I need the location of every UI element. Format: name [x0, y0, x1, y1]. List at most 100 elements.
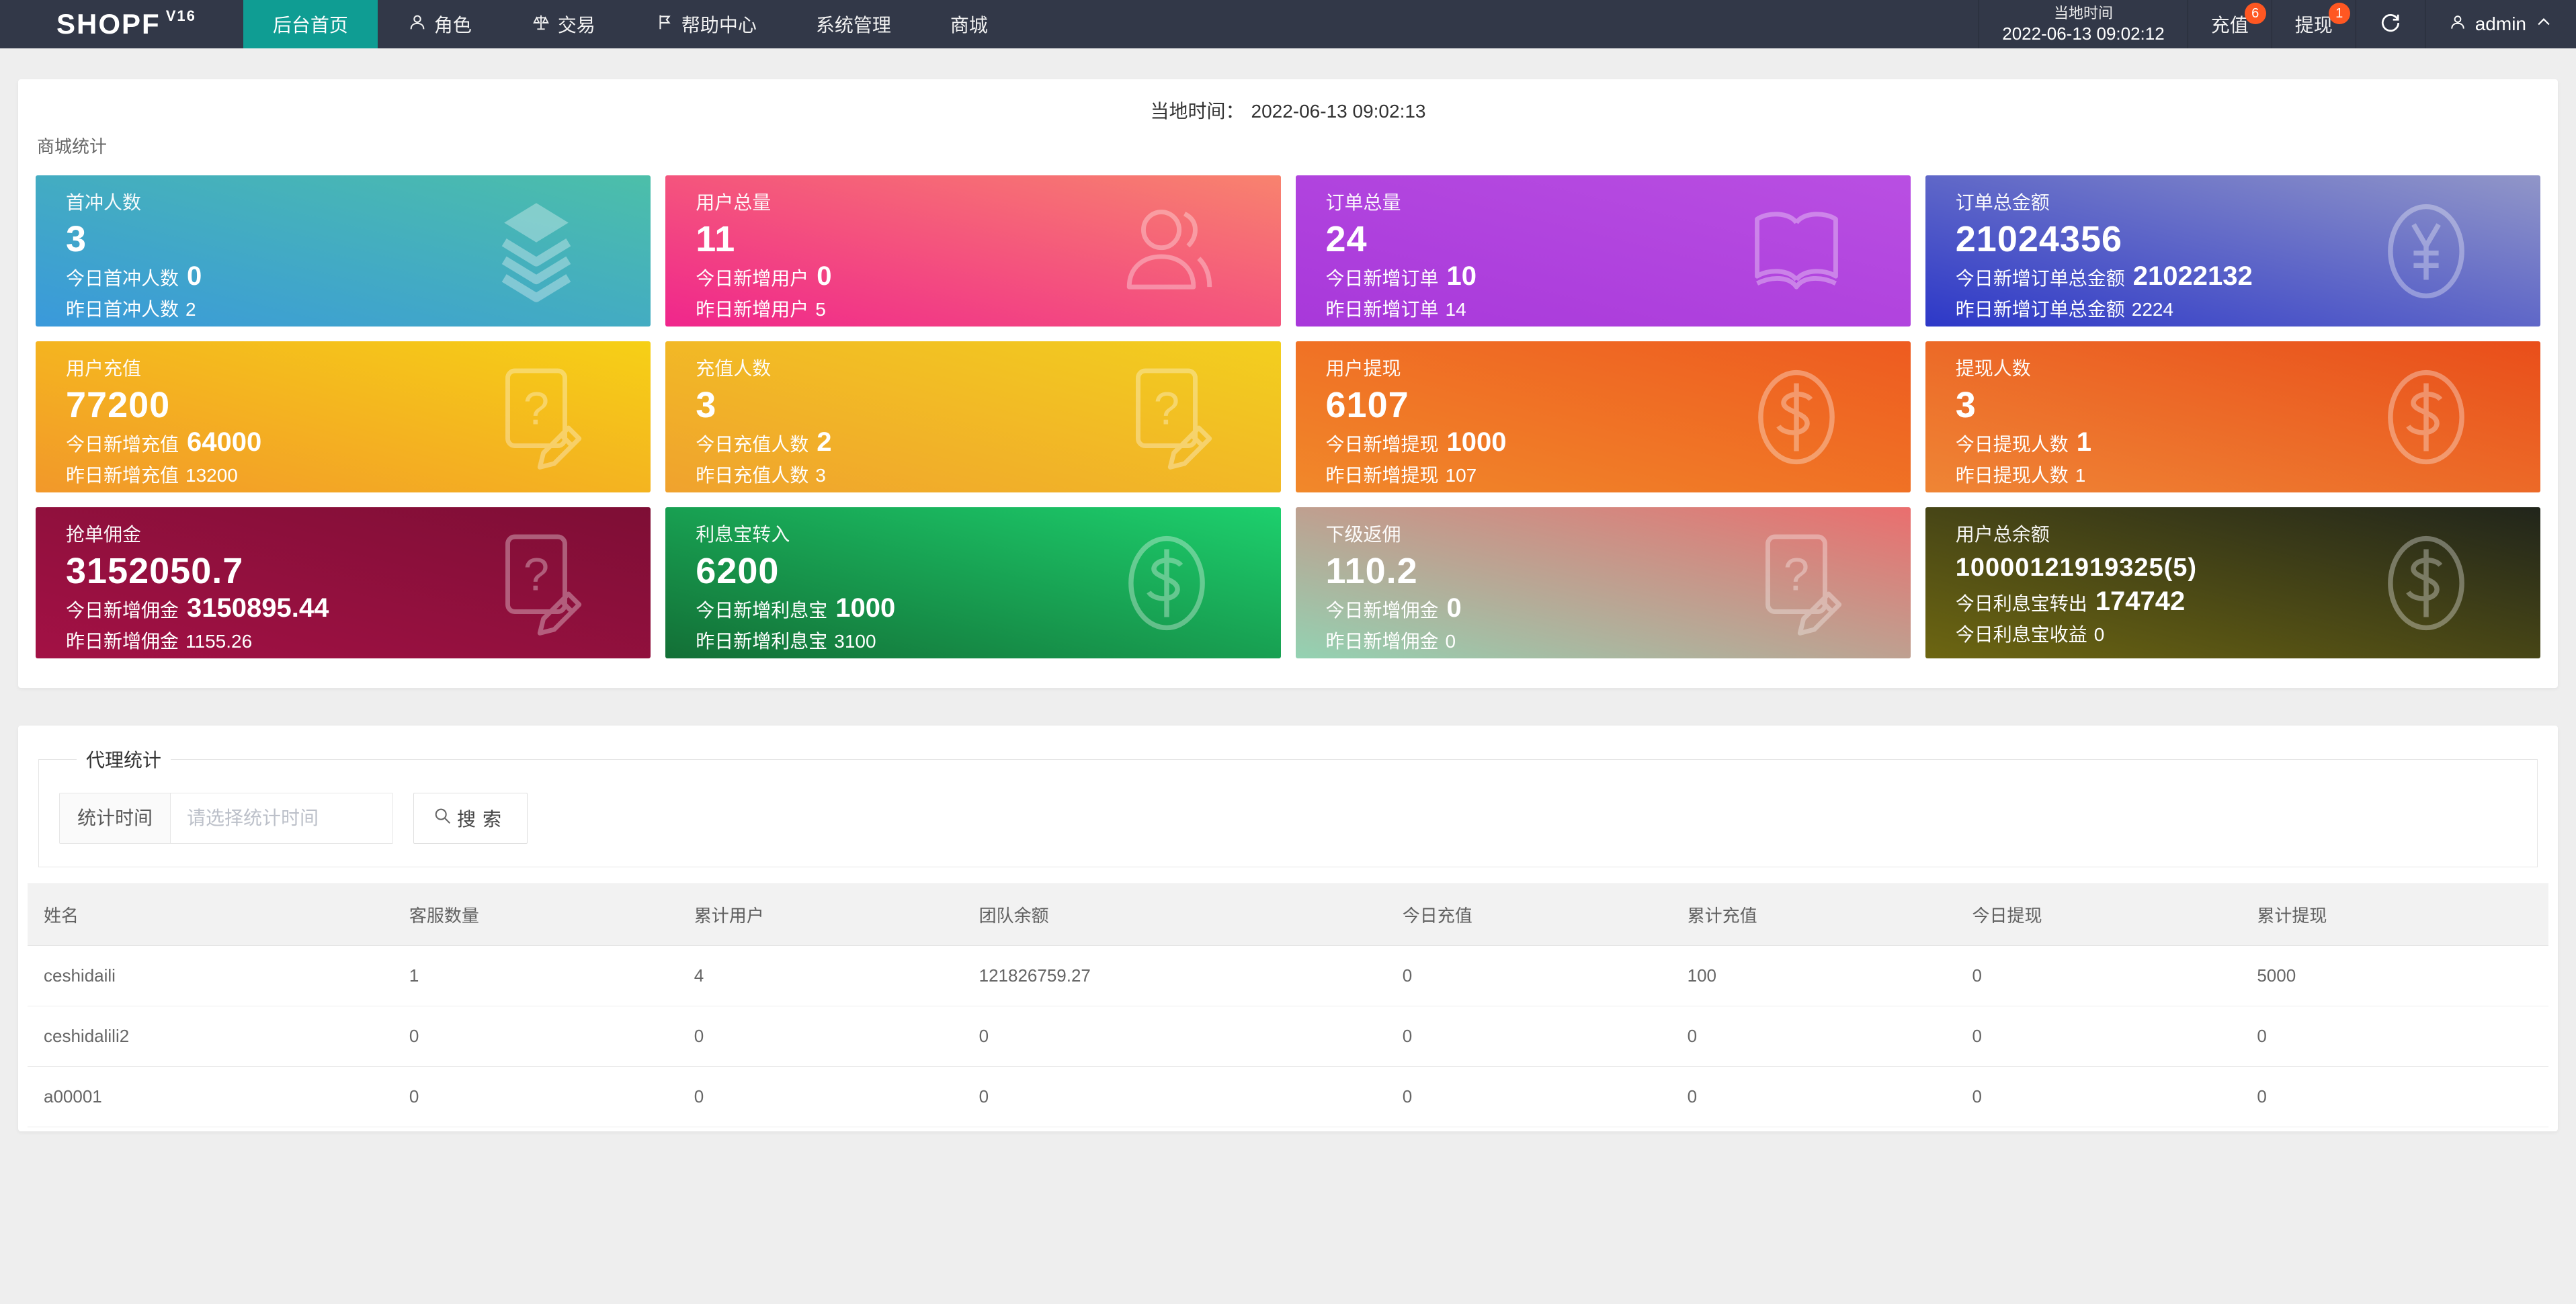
stat-line-value: 3 [815, 465, 826, 486]
nav-item-roles[interactable]: 角色 [378, 0, 501, 48]
stat-line-label: 今日首冲人数 [66, 268, 179, 289]
stat-time-input[interactable] [171, 793, 393, 843]
stat-line-value: 107 [1445, 465, 1477, 486]
stat-time-input-group: 统计时间 [59, 793, 394, 844]
table-cell: 4 [677, 945, 963, 1006]
statusbar-label: 当地时间： [1150, 101, 1245, 122]
username: admin [2475, 13, 2526, 34]
stat-line-value: 0 [817, 261, 832, 291]
table-cell: 1 [392, 945, 678, 1006]
stat-card-value: 21024356 [1955, 219, 2123, 259]
stat-card-title: 用户总余额 [1955, 524, 2050, 545]
stat-line-label: 昨日提现人数 [1955, 465, 2069, 486]
stat-line-value: 0 [2093, 624, 2105, 645]
search-button[interactable]: 搜索 [413, 793, 528, 844]
user-menu[interactable]: admin [2424, 0, 2576, 48]
nav-label: 后台首页 [272, 15, 348, 36]
table-header-row: 姓名 客服数量 累计用户 团队余额 今日充值 累计充值 今日提现 累计提现 [28, 883, 2548, 946]
nav-item-help-center[interactable]: 帮助中心 [625, 0, 786, 48]
stat-line-label: 今日新增利息宝 [696, 600, 828, 621]
stat-card-order-commission: 抢单佣金 3152050.7 今日新增佣金 3150895.44 昨日新增佣金 11… [36, 507, 651, 658]
dollar-icon [2369, 526, 2483, 640]
search-icon [433, 806, 453, 831]
table-header-cell: 累计用户 [677, 883, 963, 946]
stat-line-value: 64000 [187, 427, 262, 457]
table-cell: 0 [1956, 1006, 2241, 1067]
stat-card-total-orders: 订单总量 24 今日新增订单 10 昨日新增订单 14 [1295, 175, 1911, 327]
stat-line-value: 174742 [2095, 586, 2186, 616]
stat-line-label: 昨日新增佣金 [1325, 631, 1439, 652]
stat-line-label: 今日利息宝转出 [1955, 593, 2087, 614]
topbar-right: 当地时间 2022-06-13 09:02:12 充值 6 提现 1 admin [1979, 0, 2576, 48]
app-logo[interactable]: SHOPF V16 [0, 0, 243, 48]
stat-line-value: 0 [187, 261, 202, 291]
stat-card-value: 24 [1325, 219, 1368, 259]
stat-line-label: 昨日首冲人数 [66, 299, 179, 320]
dollar-icon [1110, 526, 1224, 640]
refresh-button[interactable] [2355, 0, 2425, 48]
stat-line-label: 昨日充值人数 [696, 465, 809, 486]
table-cell: 0 [2241, 1006, 2548, 1067]
stat-line-value: 2224 [2131, 299, 2174, 320]
nav-label: 帮助中心 [681, 15, 757, 36]
stat-card-user-withdraw: 用户提现 6107 今日新增提现 1000 昨日新增提现 107 [1295, 341, 1911, 492]
flag-icon [655, 12, 675, 37]
table-cell: 0 [1956, 945, 2241, 1006]
stat-line-label: 昨日新增订单 [1325, 299, 1439, 320]
table-cell: ceshidaili [28, 945, 393, 1006]
stat-card-total-user-balance: 用户总余额 10000121919325(5) 今日利息宝转出 174742 今日… [1925, 507, 2540, 658]
table-cell: 0 [962, 1066, 1386, 1127]
agent-stats-panel: 代理统计 统计时间 搜索 姓名 客服数量 累计用户 团队余额 [18, 726, 2558, 1131]
nav-item-mall[interactable]: 商城 [921, 0, 1017, 48]
table-header-cell: 今日提现 [1956, 883, 2241, 946]
yen-icon [2369, 194, 2483, 308]
stat-line-label: 今日提现人数 [1955, 434, 2069, 455]
stat-card-downline-rebate: 下级返佣 110.2 今日新增佣金 0 昨日新增佣金 0 ? [1295, 507, 1911, 658]
stat-line-label: 昨日新增佣金 [66, 631, 179, 652]
table-cell: 0 [392, 1066, 678, 1127]
table-cell: 5000 [2241, 945, 2548, 1006]
table-header-cell: 客服数量 [392, 883, 678, 946]
nav-item-trade[interactable]: 交易 [501, 0, 625, 48]
stat-line-label: 今日利息宝收益 [1955, 624, 2087, 645]
stat-card-user-recharge: 用户充值 77200 今日新增充值 64000 昨日新增充值 13200 ? [36, 341, 651, 492]
table-cell: 0 [1671, 1066, 1956, 1127]
nav-item-dashboard[interactable]: 后台首页 [243, 0, 378, 48]
logo-text: SHOPF [56, 8, 161, 40]
recharge-link[interactable]: 充值 6 [2187, 0, 2272, 48]
stat-line-label: 今日新增充值 [66, 434, 179, 455]
stat-card-title: 订单总量 [1325, 192, 1401, 213]
table-cell: 0 [1386, 945, 1671, 1006]
stat-line-value: 2 [185, 299, 196, 320]
main-nav: 后台首页 角色 交易 帮助中心 系统管理 商城 [243, 0, 1017, 48]
topbar: SHOPF V16 后台首页 角色 交易 帮助中心 系统管理 [0, 0, 2576, 48]
nav-label: 交易 [557, 15, 595, 36]
stat-card-value: 11 [696, 219, 736, 259]
stat-line-label: 昨日新增利息宝 [696, 631, 828, 652]
table-row: ceshidaili 1 4 121826759.27 0 100 0 5000 [28, 945, 2548, 1006]
dollar-icon [2369, 360, 2483, 474]
table-cell: 0 [392, 1006, 678, 1067]
stat-line-value: 2 [817, 427, 832, 457]
nav-item-system[interactable]: 系统管理 [786, 0, 921, 48]
stat-card-title: 提现人数 [1955, 358, 2031, 379]
stat-line-label: 今日新增佣金 [1325, 600, 1439, 621]
stat-line-value: 1 [2076, 427, 2092, 457]
stat-line-value: 0 [1446, 593, 1462, 623]
statusbar-time: 2022-06-13 09:02:13 [1251, 101, 1426, 122]
stat-card-value: 6107 [1325, 385, 1409, 425]
stat-line-label: 昨日新增用户 [696, 299, 809, 320]
recharge-badge: 6 [2244, 3, 2266, 24]
table-row: ceshidalili2 0 0 0 0 0 0 0 [28, 1006, 2548, 1067]
withdraw-link[interactable]: 提现 1 [2271, 0, 2356, 48]
stat-card-value: 3 [66, 219, 87, 259]
stat-line-label: 今日新增提现 [1325, 434, 1439, 455]
stat-card-total-users: 用户总量 11 今日新增用户 0 昨日新增用户 5 [665, 175, 1281, 327]
table-cell: 0 [677, 1006, 963, 1067]
stat-line-label: 昨日新增订单总金额 [1955, 299, 2125, 320]
book-icon [1739, 194, 1854, 308]
withdraw-label: 提现 [2294, 15, 2333, 36]
logo-version: V16 [165, 7, 196, 24]
stat-card-title: 用户提现 [1325, 358, 1401, 379]
recharge-label: 充值 [2210, 15, 2249, 36]
